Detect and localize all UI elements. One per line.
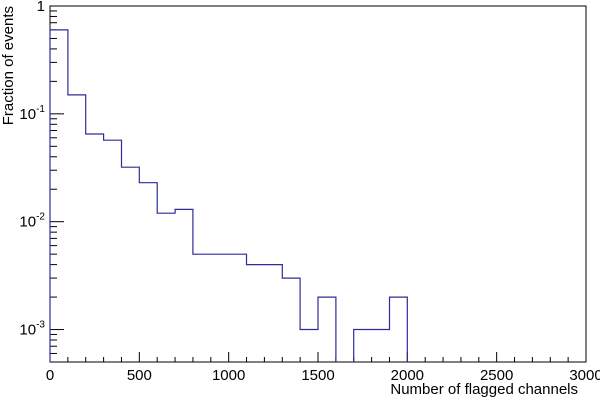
x-axis-ticks: 0 500 1000 1500 2000 2500 3000 bbox=[46, 352, 600, 384]
x-tick-label: 1500 bbox=[301, 367, 334, 384]
x-tick-label: 2000 bbox=[391, 367, 424, 384]
x-tick-label: 2500 bbox=[480, 367, 513, 384]
y-tick-label: 10-2 bbox=[19, 212, 45, 231]
y-tick-label: 10-1 bbox=[19, 104, 45, 123]
y-axis-title: Fraction of events bbox=[0, 6, 17, 125]
y-axis-ticks: 10-3 10-2 10-1 1 bbox=[19, 0, 64, 363]
x-tick-label: 0 bbox=[46, 367, 54, 384]
y-tick-label: 1 bbox=[37, 0, 45, 15]
x-axis-title: Number of flagged channels bbox=[390, 381, 578, 398]
y-tick-label: 10-3 bbox=[19, 320, 45, 339]
x-tick-label: 500 bbox=[127, 367, 152, 384]
x-tick-label: 1000 bbox=[212, 367, 245, 384]
x-tick-label: 3000 bbox=[569, 367, 600, 384]
histogram-series-line bbox=[49, 29, 408, 362]
